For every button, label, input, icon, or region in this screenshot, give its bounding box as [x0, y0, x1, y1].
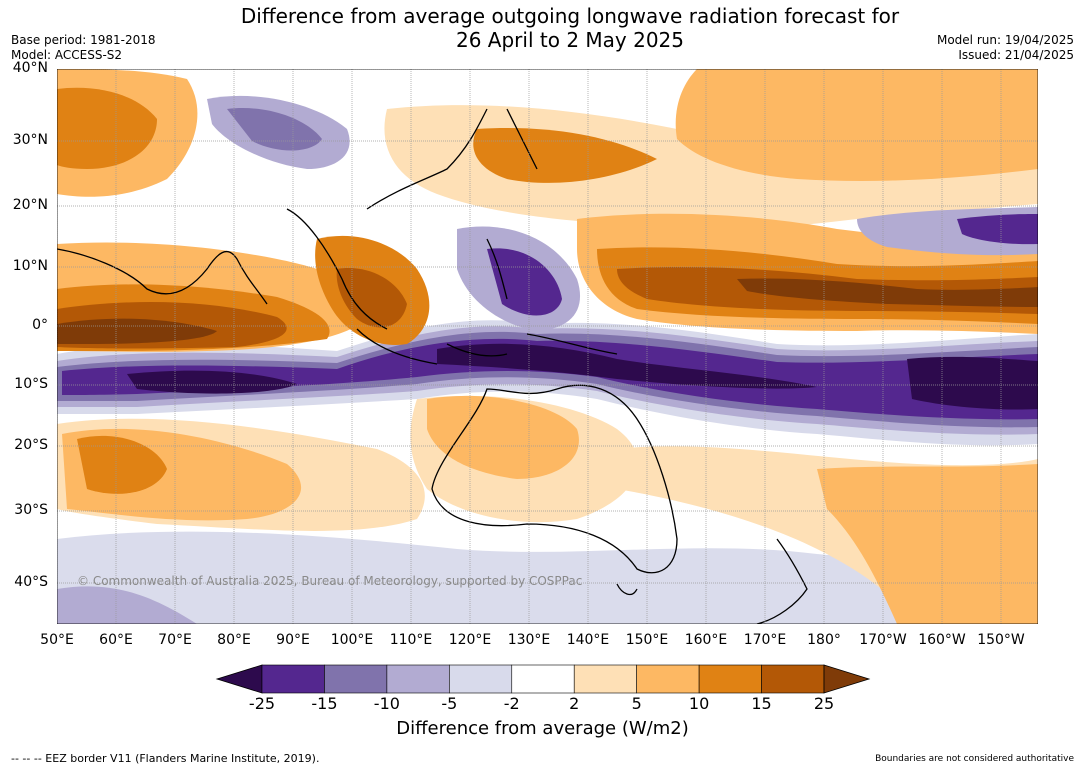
anomaly-region-south-indian-dark-orange	[77, 435, 167, 494]
issued-text: Issued: 21/04/2025	[958, 48, 1074, 62]
longitude-label: 150°E	[625, 632, 669, 648]
latitude-label: 10°S	[14, 376, 48, 392]
colorbar-tick-label: 5	[631, 694, 642, 713]
longitude-label: 180°	[807, 632, 841, 648]
model-text: Model: ACCESS-S2	[11, 48, 123, 62]
coastline-borneo	[446, 343, 508, 357]
latitude-label: 30°N	[12, 132, 48, 148]
longitude-label: 130°E	[507, 632, 551, 648]
colorbar	[215, 664, 871, 694]
title-line-2: 26 April to 2 May 2025	[456, 28, 684, 52]
longitude-label: 170°E	[743, 632, 787, 648]
latitude-label: 20°S	[14, 437, 48, 453]
longitude-label: 160°E	[684, 632, 728, 648]
longitude-label: 120°E	[448, 632, 492, 648]
title-line-1: Difference from average outgoing longwav…	[240, 4, 900, 28]
colorbar-segment	[449, 664, 513, 694]
anomaly-region-east-china-dark-orange	[473, 128, 657, 183]
copyright-text: © Commonwealth of Australia 2025, Bureau…	[77, 574, 583, 588]
colorbar-segment	[511, 664, 575, 694]
colorbar-tick-label: 15	[751, 694, 772, 713]
latitude-label: 30°S	[14, 502, 48, 518]
coastline-tasmania	[616, 583, 638, 596]
colorbar-extend-max	[823, 664, 871, 694]
boundaries-disclaimer: Boundaries are not considered authoritat…	[875, 754, 1074, 764]
latitude-label: 40°S	[14, 574, 48, 590]
latitude-label: 20°N	[12, 197, 48, 213]
longitude-label: 150°W	[977, 632, 1025, 648]
coastlines	[57, 108, 808, 624]
latitude-label: 10°N	[12, 258, 48, 274]
coastline-indochina	[286, 208, 388, 330]
longitude-label: 160°W	[918, 632, 966, 648]
colorbar-segment	[261, 664, 325, 694]
coastline-japan	[506, 108, 538, 170]
anomaly-region-maritime-darkest-purple	[437, 343, 817, 389]
anomaly-region-north-pacific-orange	[675, 69, 1038, 181]
coastline-south-asia	[57, 248, 268, 305]
anomaly-region-australia-orange	[427, 395, 579, 479]
colorbar-tick-label: -5	[441, 694, 458, 713]
colorbar-label: Difference from average (W/m2)	[396, 718, 689, 739]
colorbar-extend-min	[215, 664, 263, 694]
colorbar-segment	[761, 664, 825, 694]
latitude-label: 0°	[32, 317, 48, 333]
meta-left: Base period: 1981-2018 Model: ACCESS-S2	[11, 33, 156, 63]
anomaly-region-south-pacific-orange	[817, 464, 1038, 624]
anomaly-region-pacific-darkest-purple	[907, 356, 1038, 410]
coastline-sumatra	[356, 328, 438, 365]
coastline-philippines	[486, 238, 508, 300]
anomaly-region-equatorial-deep-purple	[62, 338, 1038, 420]
longitude-label: 80°E	[217, 632, 251, 648]
anomaly-region-north-indian-darkest-brown	[57, 318, 217, 344]
model-run-text: Model run: 19/04/2025	[936, 33, 1074, 47]
colorbar-tick-label: -10	[373, 694, 400, 713]
anomaly-region-tibet-purple	[227, 108, 322, 151]
colorbar-segment	[636, 664, 700, 694]
colorbar-segment	[324, 664, 388, 694]
colorbar-tick-label: -15	[311, 694, 338, 713]
colorbar-tick-label: 25	[813, 694, 835, 713]
anomaly-region-ne-pacific-deep-purple	[957, 214, 1038, 245]
anomaly-region-central-pacific-darkest-brown	[737, 278, 1038, 307]
longitude-label: 140°E	[566, 632, 610, 648]
longitude-label: 100°E	[330, 632, 374, 648]
colorbar-tick-label: -2	[503, 694, 520, 713]
longitude-label: 110°E	[389, 632, 433, 648]
longitude-label: 90°E	[276, 632, 310, 648]
anomaly-region-south-light	[57, 531, 1038, 624]
anomaly-region-south-mid	[57, 586, 197, 624]
eez-border-legend: -- -- -- EEZ border V11 (Flanders Marine…	[11, 752, 320, 765]
colorbar-segment	[386, 664, 450, 694]
latitude-label: 40°N	[12, 60, 48, 76]
colorbar-segment	[698, 664, 762, 694]
colorbar-tick-label: 2	[569, 694, 580, 713]
olr-anomaly-map	[57, 69, 1038, 624]
coastline-new-guinea	[526, 333, 618, 355]
map-title: Difference from average outgoing longwav…	[0, 4, 1085, 52]
longitude-label: 70°E	[158, 632, 192, 648]
longitude-label: 60°E	[99, 632, 133, 648]
anomaly-region-middle-east-dark-orange	[57, 87, 157, 169]
colorbar-tick-label: 10	[688, 694, 710, 713]
longitude-label: 170°W	[859, 632, 907, 648]
anomaly-region-indochina-brown	[336, 268, 407, 328]
base-period-text: Base period: 1981-2018	[11, 33, 156, 47]
anomaly-region-philippines-deep-purple	[487, 248, 562, 316]
coastline-australia	[431, 384, 678, 574]
anomaly-region-indian-darkest-purple	[127, 370, 297, 394]
map-gridlines	[57, 69, 1038, 624]
meta-right: Model run: 19/04/2025 Issued: 21/04/2025	[937, 33, 1074, 63]
longitude-label: 50°E	[40, 632, 74, 648]
colorbar-segment	[573, 664, 637, 694]
coastline-china	[366, 108, 488, 210]
coastline-new-zealand	[756, 538, 808, 624]
colorbar-tick-label: -25	[248, 694, 276, 713]
